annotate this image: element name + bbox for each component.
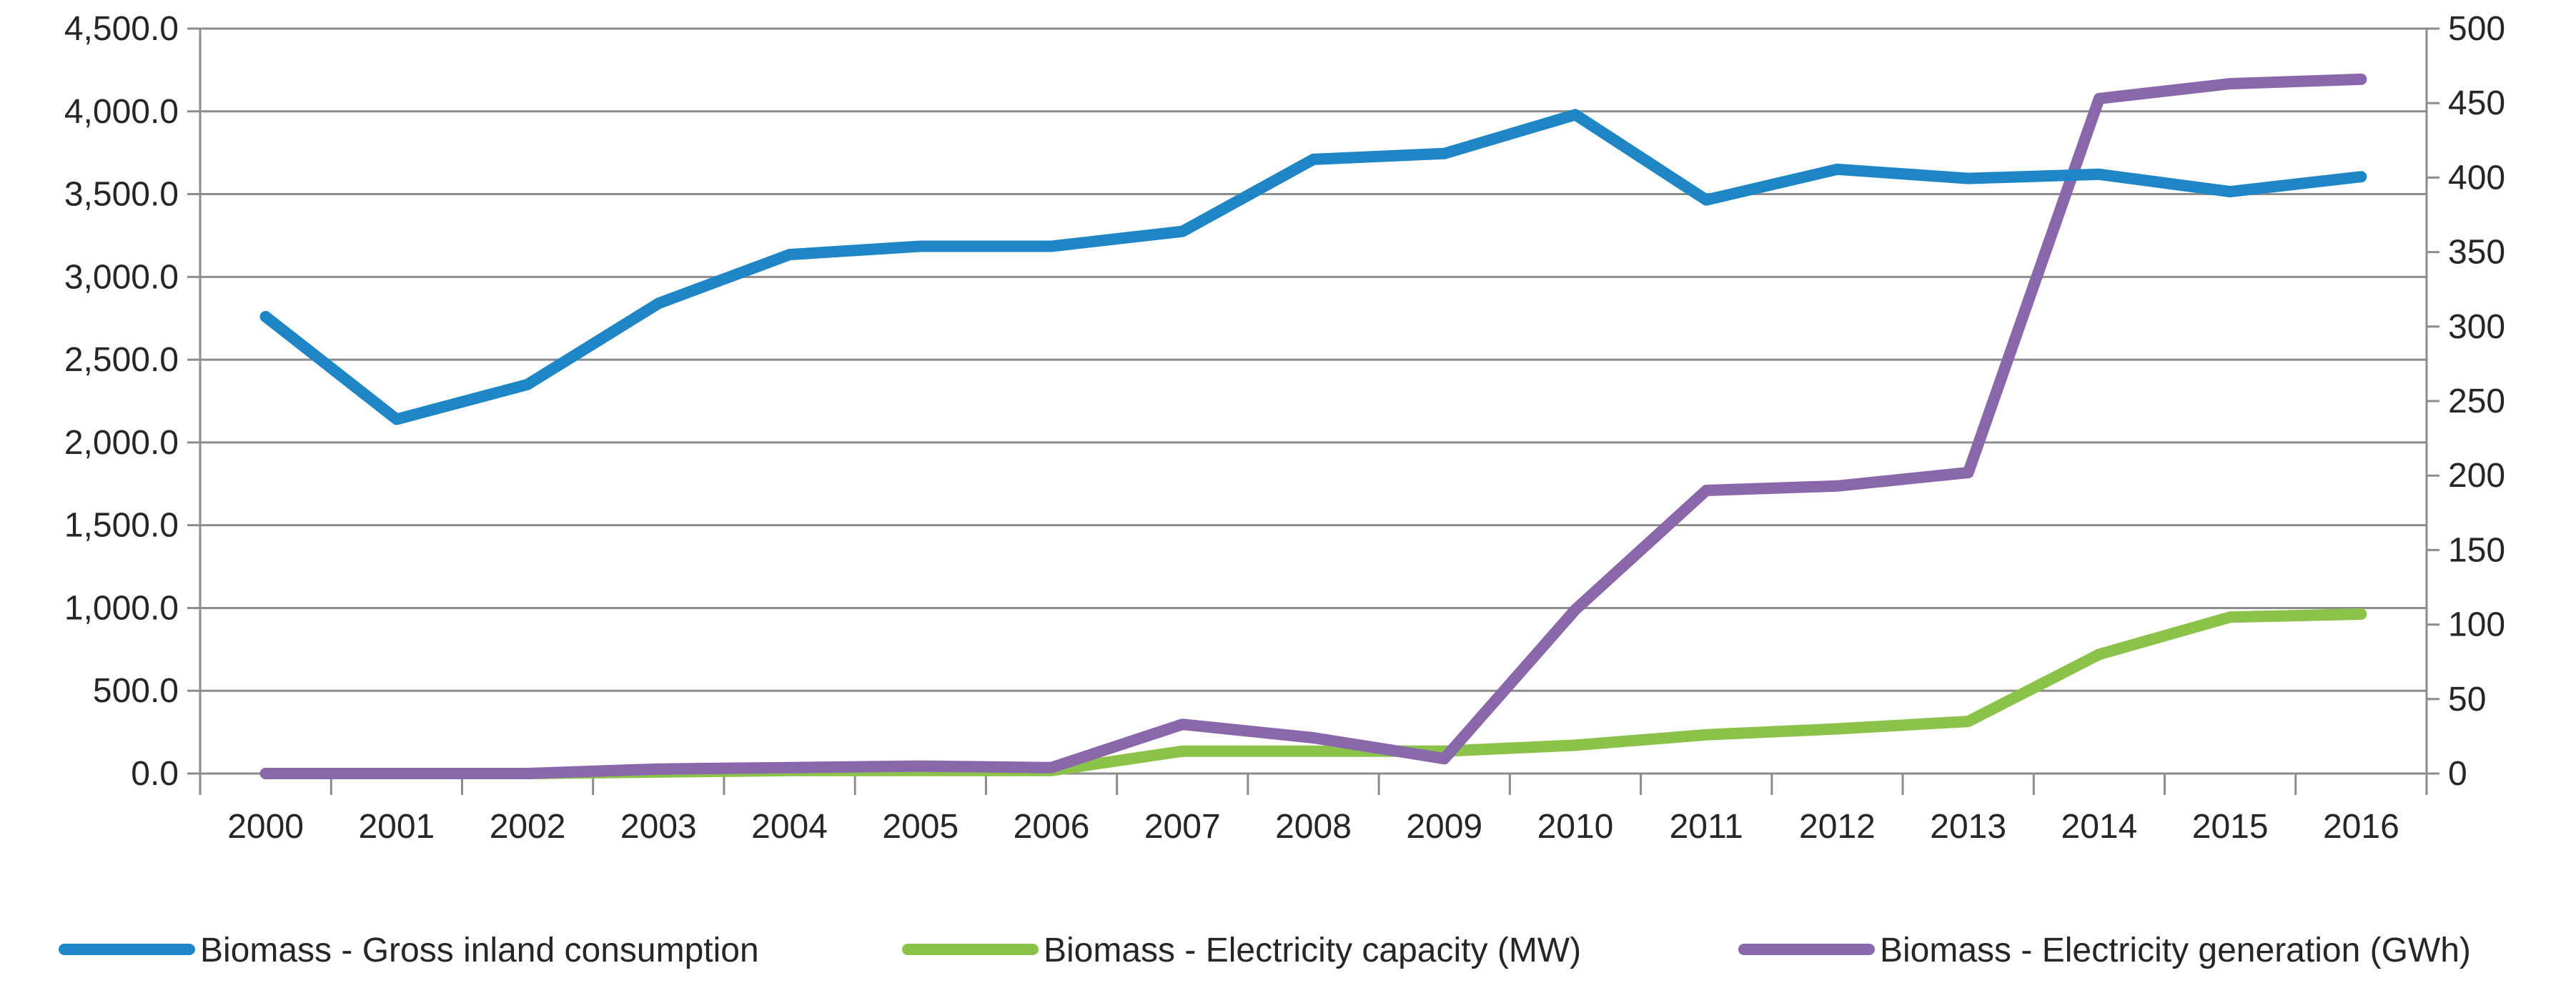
x-tick-label: 2008 xyxy=(1275,808,1352,846)
x-tick-label: 2004 xyxy=(751,808,828,846)
axes xyxy=(187,27,2439,795)
x-tick-label: 2002 xyxy=(490,808,566,846)
right-tick-label: 250 xyxy=(2448,382,2505,420)
series-line-3 xyxy=(259,73,2367,779)
series-lines xyxy=(259,73,2367,779)
x-tick-label: 2006 xyxy=(1014,808,1090,846)
x-tick-label: 2012 xyxy=(1799,808,1876,846)
x-tick-label: 2016 xyxy=(2323,808,2399,846)
right-tick-label: 50 xyxy=(2448,681,2486,718)
right-tick-label: 150 xyxy=(2448,531,2505,569)
left-tick-label: 4,000.0 xyxy=(64,93,179,131)
x-tick-label: 2009 xyxy=(1406,808,1482,846)
left-tick-label: 1,000.0 xyxy=(64,589,179,627)
x-tick-label: 2011 xyxy=(1670,808,1743,846)
x-tick-label: 2007 xyxy=(1144,808,1221,846)
left-tick-label: 1,500.0 xyxy=(64,507,179,545)
x-tick-label: 2000 xyxy=(227,808,304,846)
right-tick-label: 0 xyxy=(2448,755,2467,793)
right-tick-label: 500 xyxy=(2448,10,2505,48)
right-tick-label: 200 xyxy=(2448,457,2505,495)
right-tick-label: 300 xyxy=(2448,308,2505,346)
left-tick-label: 2,000.0 xyxy=(64,424,179,462)
right-tick-label: 100 xyxy=(2448,606,2505,644)
left-tick-label: 4,500.0 xyxy=(64,10,179,48)
series-line-1 xyxy=(259,109,2367,425)
x-tick-label: 2001 xyxy=(358,808,435,846)
left-tick-label: 3,500.0 xyxy=(64,176,179,214)
legend: Biomass - Gross inland consumption Biomas… xyxy=(59,932,2471,969)
x-tick-label: 2003 xyxy=(620,808,697,846)
left-tick-label: 2,500.0 xyxy=(64,341,179,379)
x-tick-label: 2010 xyxy=(1537,808,1614,846)
left-tick-label: 3,000.0 xyxy=(64,258,179,296)
right-tick-label: 400 xyxy=(2448,159,2505,197)
x-tick-label: 2015 xyxy=(2192,808,2269,846)
left-tick-label: 0.0 xyxy=(131,755,179,793)
legend-label: Biomass - Electricity generation (GWh) xyxy=(1880,932,2471,969)
legend-label: Biomass - Gross inland consumption xyxy=(200,932,759,969)
x-tick-label: 2013 xyxy=(1930,808,2006,846)
legend-label: Biomass - Electricity capacity (MW) xyxy=(1044,932,1581,969)
left-axis-tick-labels: 0.0 500.0 1,000.0 1,500.0 2,000.0 2,500.0 3,00… xyxy=(64,10,179,793)
x-tick-label: 2014 xyxy=(2061,808,2138,846)
left-tick-label: 500.0 xyxy=(93,672,179,710)
x-tick-label: 2005 xyxy=(882,808,958,846)
right-tick-label: 350 xyxy=(2448,234,2505,272)
x-axis-tick-labels: 2000 2001 2002 2003 2004 2005 2006 2007 2008 2009… xyxy=(227,808,2399,846)
right-tick-label: 450 xyxy=(2448,84,2505,122)
right-axis-tick-labels: 0 50 100 150 200 250 300 350 400 450 500 xyxy=(2448,10,2505,793)
series-line-2 xyxy=(259,608,2367,779)
